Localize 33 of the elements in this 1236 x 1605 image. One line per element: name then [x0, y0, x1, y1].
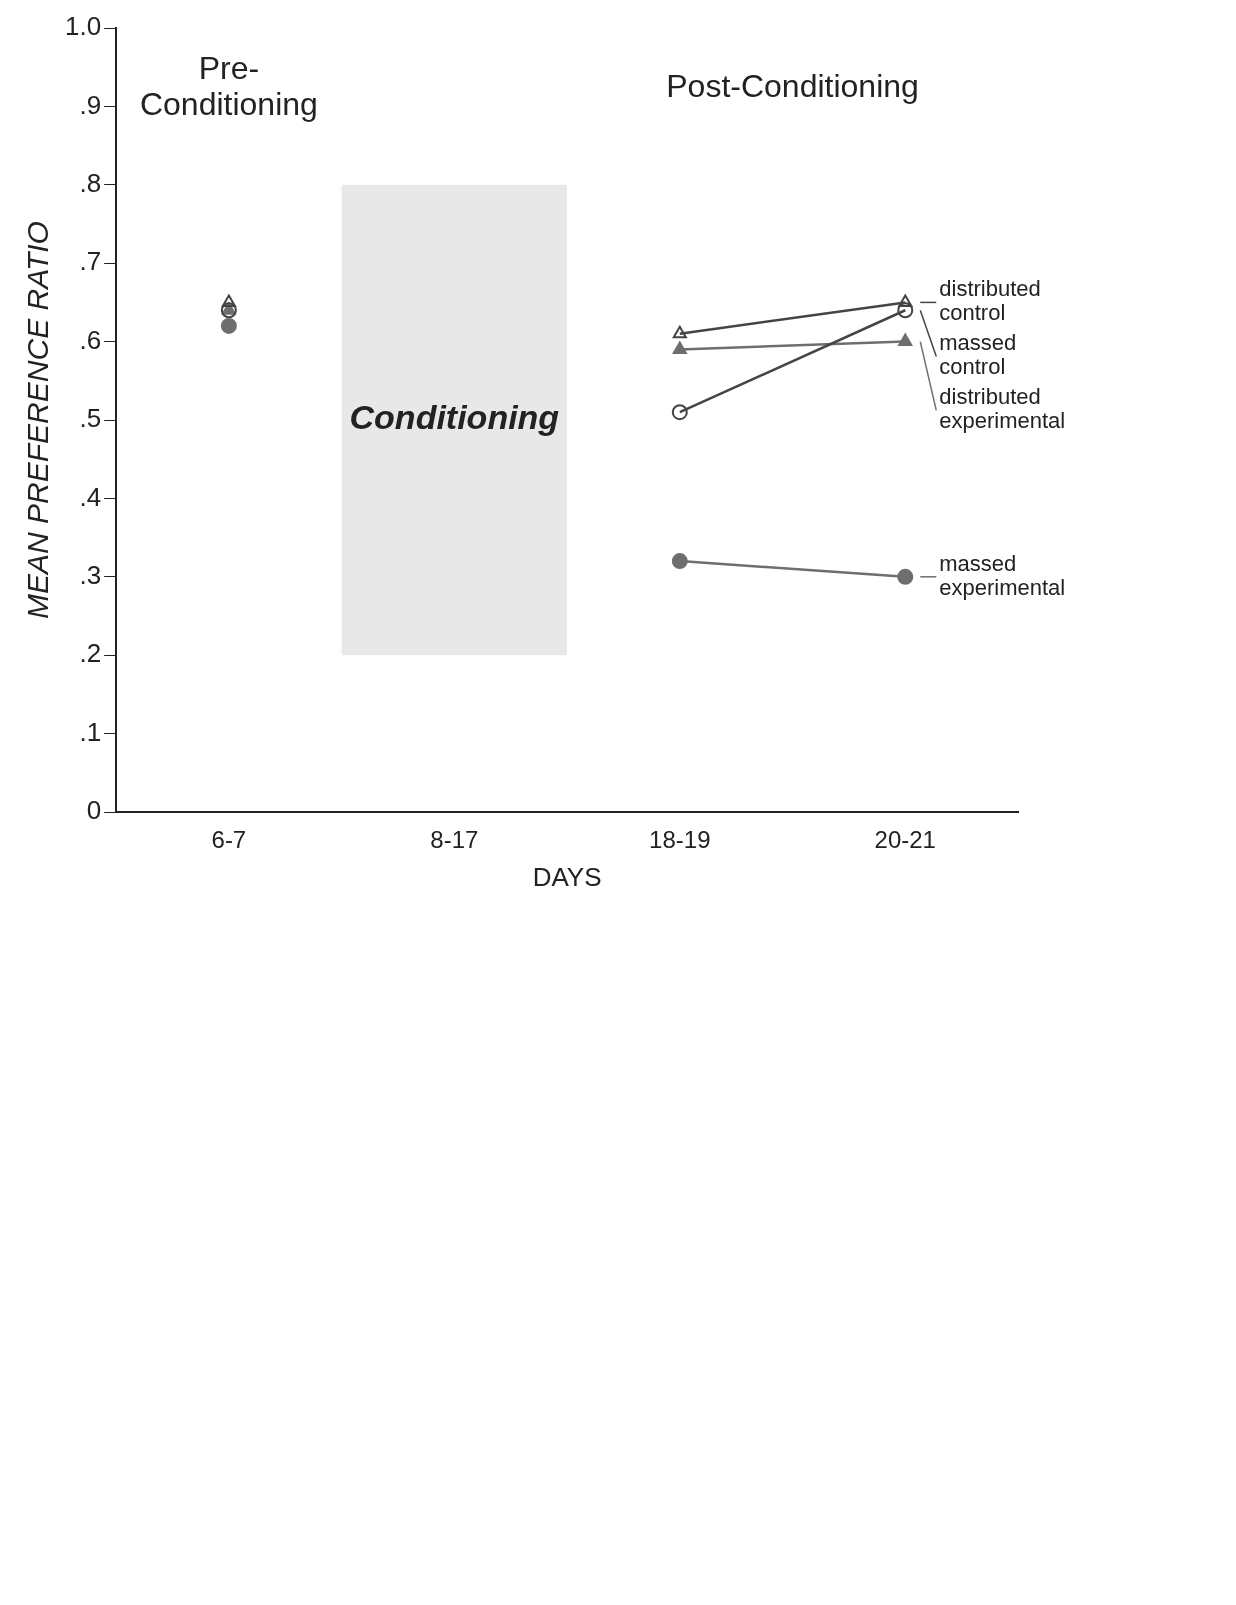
x-tick-label: 6-7	[211, 826, 247, 854]
point	[897, 302, 914, 319]
point	[898, 333, 913, 347]
point	[671, 404, 688, 421]
annotation: Post-Conditioning	[666, 67, 919, 104]
point	[672, 341, 687, 354]
text: distributed experimental	[939, 384, 1066, 434]
point	[671, 553, 688, 570]
y-tick-label: .7	[79, 246, 102, 277]
y-tick-label: .8	[79, 167, 102, 198]
y-tick-label: .4	[79, 481, 102, 512]
y-axis-title: MEAN PREFERENCE RATIO	[21, 221, 55, 619]
y-tick-label: .1	[79, 716, 102, 747]
point	[221, 294, 236, 307]
x-tick-label: 8-17	[430, 826, 479, 854]
y-tick-label: .3	[79, 559, 102, 590]
point	[898, 294, 913, 307]
y-tick-label: .5	[79, 403, 102, 434]
point	[672, 325, 687, 339]
x-axis-title: DAYS	[532, 861, 602, 892]
y-tick-label: .2	[79, 638, 102, 669]
y-tick-label: .6	[79, 324, 102, 355]
band-label: Conditioning	[349, 398, 560, 437]
legend-label: massed experimental	[939, 550, 1066, 600]
x-tick-label: 20-21	[874, 826, 936, 854]
point	[897, 568, 914, 585]
annotation: Pre-Conditioning	[139, 49, 318, 122]
y-tick-label: 1.0	[64, 11, 102, 42]
point	[220, 317, 237, 334]
y-tick-label: .9	[79, 89, 102, 120]
point	[220, 302, 237, 319]
y-tick-label: 0	[86, 795, 102, 826]
x-tick-label: 18-19	[649, 826, 711, 854]
